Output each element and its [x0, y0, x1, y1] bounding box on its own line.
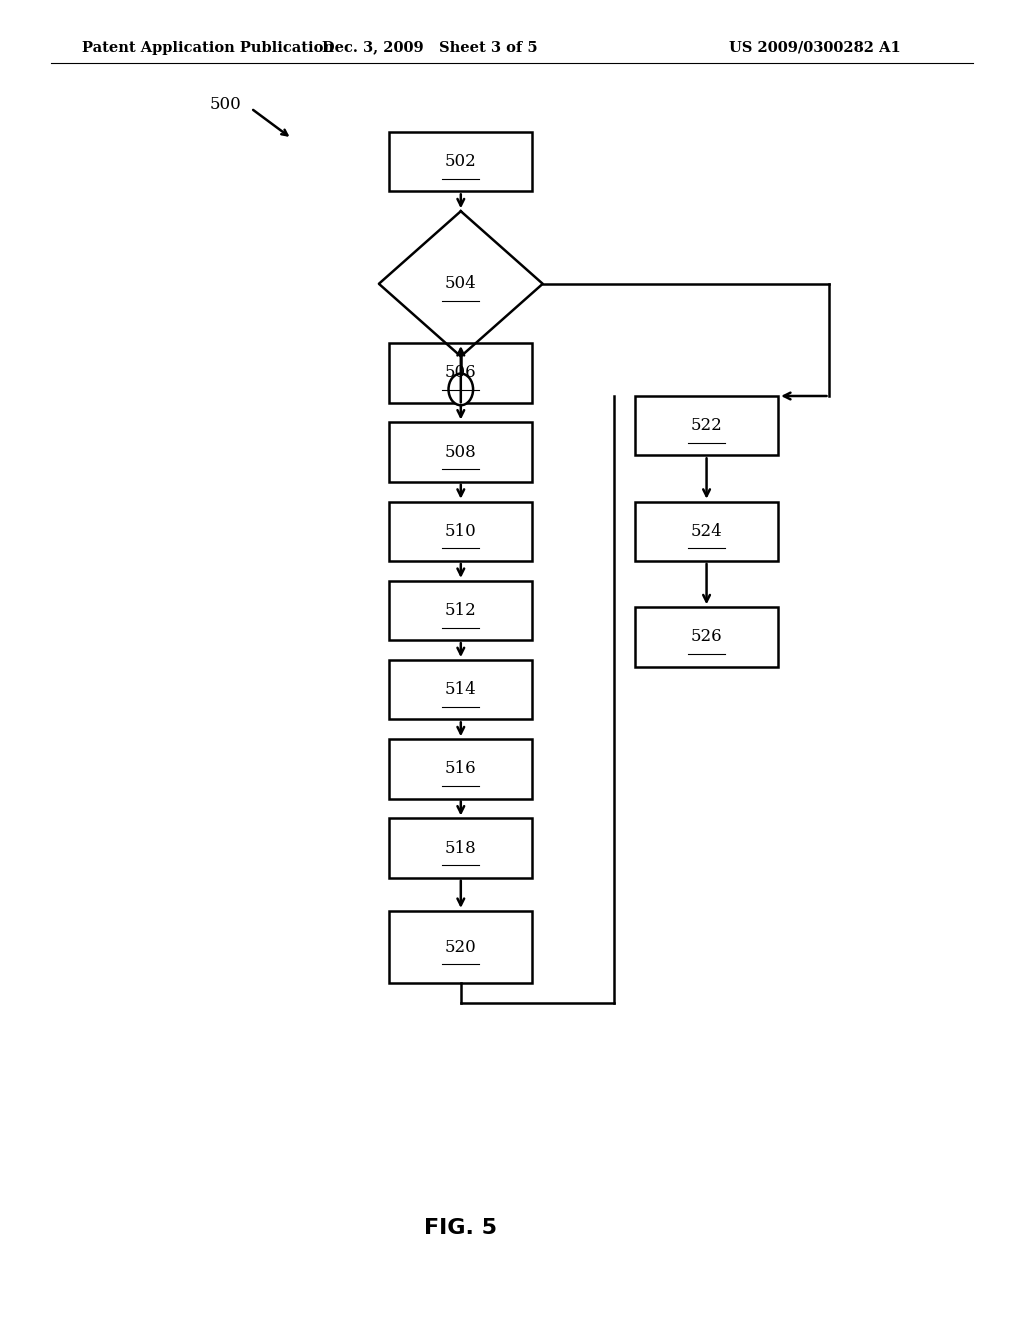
- Bar: [389, 422, 532, 482]
- Text: FIG. 5: FIG. 5: [424, 1217, 498, 1238]
- Text: Patent Application Publication: Patent Application Publication: [82, 41, 334, 54]
- Text: Dec. 3, 2009   Sheet 3 of 5: Dec. 3, 2009 Sheet 3 of 5: [323, 41, 538, 54]
- Bar: [389, 818, 532, 878]
- Text: 502: 502: [444, 153, 477, 170]
- Text: 512: 512: [444, 602, 477, 619]
- Text: 526: 526: [691, 628, 722, 645]
- Text: 506: 506: [445, 364, 476, 381]
- Text: 518: 518: [444, 840, 477, 857]
- Bar: [389, 581, 532, 640]
- Bar: [389, 343, 532, 403]
- Text: 510: 510: [444, 523, 477, 540]
- Text: 516: 516: [445, 760, 476, 777]
- Text: 520: 520: [444, 939, 477, 956]
- Text: 522: 522: [690, 417, 723, 434]
- Bar: [389, 739, 532, 799]
- Text: 524: 524: [690, 523, 723, 540]
- Bar: [635, 502, 778, 561]
- Text: 514: 514: [444, 681, 477, 698]
- Text: 504: 504: [444, 276, 477, 292]
- Bar: [389, 660, 532, 719]
- Bar: [389, 132, 532, 191]
- Text: 508: 508: [444, 444, 477, 461]
- Bar: [635, 607, 778, 667]
- Text: 500: 500: [210, 96, 242, 112]
- Bar: [635, 396, 778, 455]
- Circle shape: [449, 374, 473, 405]
- Bar: [389, 502, 532, 561]
- Text: US 2009/0300282 A1: US 2009/0300282 A1: [729, 41, 901, 54]
- Bar: [389, 911, 532, 983]
